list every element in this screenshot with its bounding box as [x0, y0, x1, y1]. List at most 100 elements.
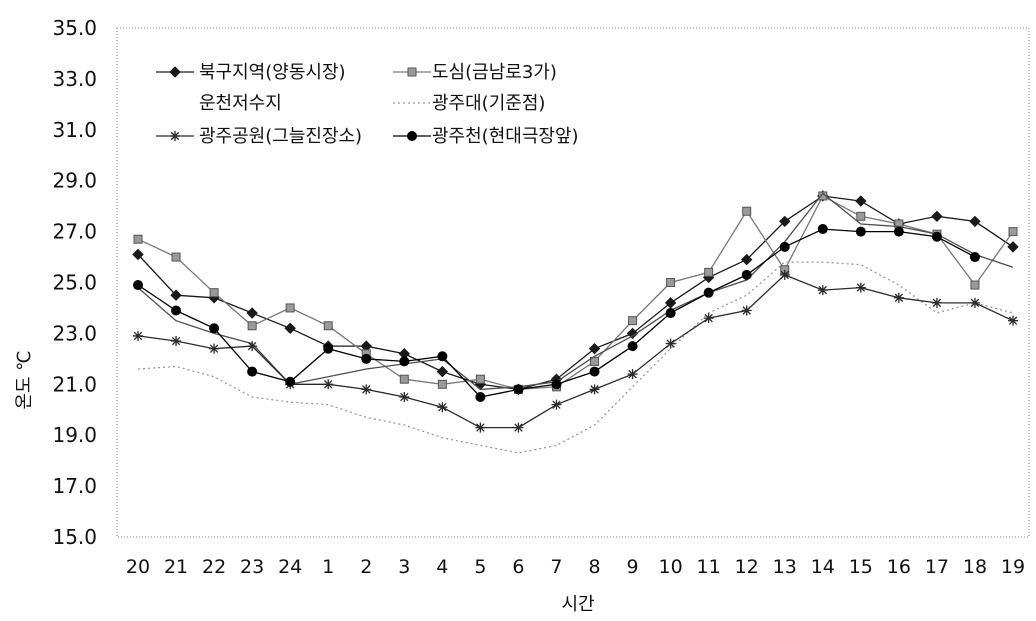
data-point-circle: [741, 269, 752, 280]
legend-item: 광주대(기준점): [393, 93, 545, 114]
x-tick-label: 18: [963, 556, 987, 578]
data-point-square: [742, 206, 752, 216]
data-point-star: [209, 343, 220, 354]
x-tick-label: 24: [278, 556, 302, 578]
data-point-circle: [475, 392, 486, 403]
data-point-star: [361, 384, 372, 395]
y-tick-label: 33.0: [52, 67, 97, 91]
data-point-circle: [399, 356, 410, 367]
x-tick-label: 22: [202, 556, 226, 578]
data-point-circle: [437, 351, 448, 362]
data-point-star: [855, 282, 866, 293]
data-point-star: [399, 392, 410, 403]
data-point-circle: [133, 280, 143, 291]
x-tick-label: 10: [659, 556, 683, 578]
plot-frame: [116, 27, 1030, 538]
y-axis-ticks: 35.0 33.0 31.0 29.0 27.0 25.0 23.0 21.0 19.0 17.0…: [52, 16, 97, 549]
y-tick-label: 27.0: [52, 220, 97, 244]
data-point-square: [970, 280, 980, 290]
data-point-star: [627, 369, 638, 380]
data-point-star: [741, 305, 752, 316]
legend-item: 광주공원(그늘진장소): [156, 126, 362, 147]
data-point-diamond: [436, 365, 449, 378]
data-point-star: [323, 379, 334, 390]
data-point-square: [1008, 227, 1018, 237]
legend-item: 북구지역(양동시장): [156, 62, 346, 83]
series-line: [137, 228, 976, 398]
y-tick-label: 15.0: [52, 525, 97, 549]
x-tick-label: 9: [627, 556, 639, 578]
series-line: [137, 192, 1014, 391]
legend: 북구지역(양동시장) 도심(금남로3가) 운천저수지 광주대(기준점) 광주공원(그늘진…: [156, 62, 579, 147]
data-point-star: [931, 297, 942, 308]
x-tick-label: 11: [697, 556, 721, 578]
data-point-square: [399, 374, 409, 384]
series-line: [137, 261, 1014, 454]
x-tick-label: 23: [240, 556, 264, 578]
legend-item: 도심(금남로3가): [393, 62, 557, 83]
legend-label: 도심(금남로3가): [432, 62, 557, 83]
data-point-diamond: [626, 327, 639, 340]
data-point-diamond: [170, 289, 182, 301]
data-point-square: [856, 211, 866, 221]
data-point-diamond: [588, 342, 601, 355]
data-point-star: [513, 422, 524, 433]
data-point-star: [475, 422, 486, 433]
x-tick-label: 17: [925, 556, 949, 578]
data-point-circle: [209, 323, 220, 334]
y-tick-label: 23.0: [52, 321, 97, 345]
data-point-circle: [171, 305, 182, 316]
data-point-diamond: [1007, 241, 1019, 253]
data-point-square: [437, 379, 447, 389]
x-tick-label: 8: [588, 556, 600, 578]
data-point-circle: [665, 308, 676, 319]
data-point-diamond: [969, 215, 981, 228]
data-point-square: [628, 316, 638, 326]
x-tick-label: 12: [735, 556, 759, 578]
series-line: [137, 195, 1014, 391]
data-point-circle: [779, 241, 790, 252]
x-tick-label: 19: [1001, 556, 1025, 578]
x-tick-label: 6: [512, 556, 524, 578]
legend-label: 광주대(기준점): [432, 93, 545, 114]
data-point-circle: [247, 366, 258, 377]
data-point-circle: [323, 343, 334, 354]
data-point-square: [209, 288, 219, 298]
data-point-star: [703, 313, 714, 324]
data-point-star: [171, 336, 182, 347]
data-point-diamond: [931, 210, 943, 223]
series-group: [133, 269, 1018, 433]
data-point-circle: [969, 252, 980, 263]
data-point-circle: [361, 353, 372, 364]
x-tick-label: 13: [773, 556, 797, 578]
y-tick-label: 29.0: [52, 169, 97, 193]
data-point-circle: [703, 287, 714, 298]
x-tick-label: 4: [436, 556, 448, 578]
legend-item: 운천저수지: [199, 93, 282, 114]
data-point-diamond: [132, 248, 144, 261]
data-point-star: [133, 330, 143, 341]
data-point-circle: [931, 231, 942, 242]
data-point-square: [171, 252, 181, 262]
x-tick-label: 16: [887, 556, 911, 578]
data-point-star: [817, 285, 828, 296]
data-point-diamond: [740, 253, 753, 266]
data-point-star: [247, 341, 258, 352]
data-point-circle: [855, 226, 866, 237]
data-point-diamond: [169, 66, 181, 78]
series-line: [137, 274, 1014, 429]
data-point-circle: [893, 226, 904, 237]
data-point-square: [475, 374, 485, 384]
data-point-diamond: [855, 195, 867, 207]
data-point-square: [323, 321, 333, 331]
data-point-circle: [285, 376, 296, 387]
data-point-square: [704, 267, 714, 277]
series-group: [137, 261, 1014, 454]
legend-label: 광주천(현대극장앞): [432, 126, 579, 147]
data-point-diamond: [284, 322, 296, 335]
x-axis-ticks: 20 21 22 23 24 1 2 3 4 5 6 7 8 9 10 11 12 13 14 15 16 17 18 19: [126, 556, 1025, 578]
legend-label: 북구지역(양동시장): [199, 62, 346, 83]
x-tick-label: 20: [126, 556, 150, 578]
x-tick-label: 15: [849, 556, 873, 578]
